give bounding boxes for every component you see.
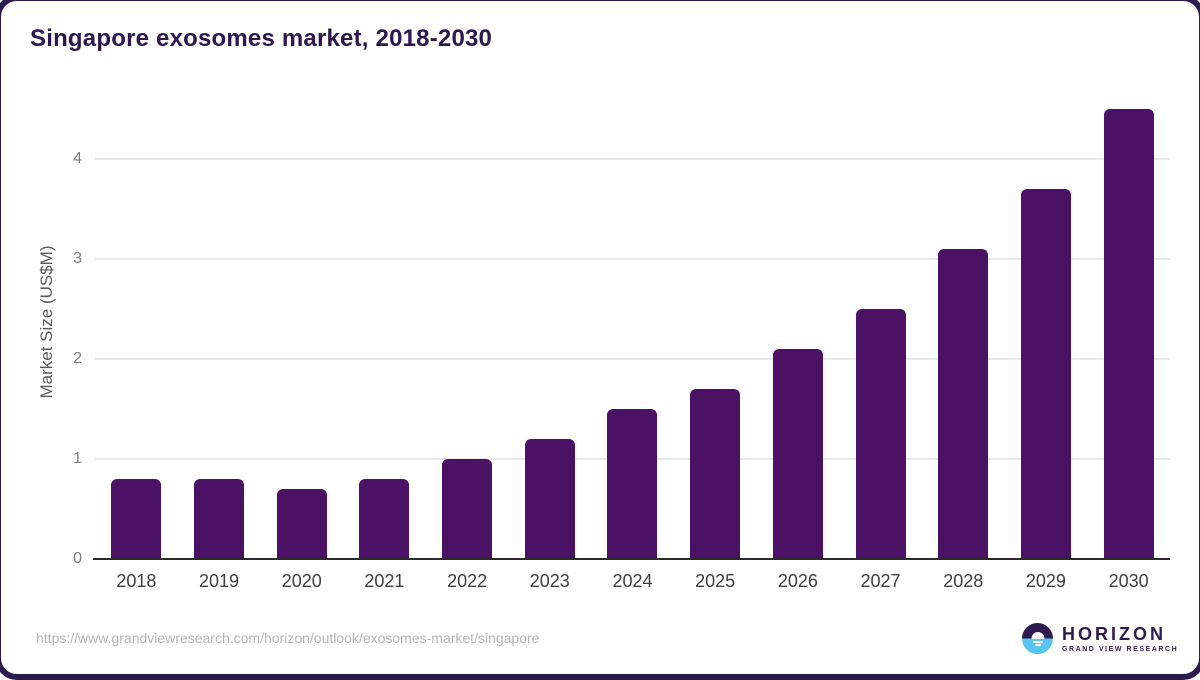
- sun-dome-shape: [1031, 632, 1044, 639]
- x-label-2024: 2024: [612, 571, 653, 591]
- x-label-2025: 2025: [695, 571, 736, 591]
- bar-column-2024: [591, 109, 674, 559]
- bar-2029: [1020, 189, 1071, 559]
- x-label-2026: 2026: [777, 571, 818, 591]
- y-tick-4: 4: [73, 150, 82, 167]
- bar-column-2019: [178, 109, 261, 559]
- bar-column-2023: [508, 109, 591, 559]
- bar-2019: [194, 479, 245, 559]
- x-label-2022: 2022: [447, 571, 488, 591]
- gridline-4: [95, 158, 1170, 160]
- bar-2028: [938, 249, 989, 559]
- source-url: https://www.grandviewresearch.com/horizo…: [36, 630, 540, 646]
- x-axis-line: [93, 558, 1170, 560]
- bar-column-2030: [1087, 109, 1170, 559]
- bar-column-2020: [260, 109, 343, 559]
- bar-column-2018: [95, 109, 178, 559]
- bar-column-2026: [757, 109, 840, 559]
- y-tick-3: 3: [73, 250, 82, 267]
- gridline-3: [95, 258, 1170, 260]
- gridline-2: [95, 358, 1170, 360]
- sun-reflection-line: [1034, 644, 1041, 646]
- bar-column-2022: [426, 109, 509, 559]
- logo-sub-brand: GRAND VIEW RESEARCH: [1062, 645, 1179, 653]
- bar-2023: [524, 439, 575, 559]
- bar-column-2021: [343, 109, 426, 559]
- bar-series: [95, 109, 1170, 559]
- bar-column-2025: [674, 109, 757, 559]
- bar-2030: [1103, 109, 1154, 559]
- x-label-2030: 2030: [1108, 571, 1149, 591]
- horizon-sunset-icon: [1022, 623, 1053, 654]
- bar-2025: [690, 389, 741, 559]
- sun-reflection-line: [1032, 640, 1043, 643]
- bar-2021: [359, 479, 410, 559]
- x-label-2021: 2021: [364, 571, 405, 591]
- x-label-2018: 2018: [116, 571, 157, 591]
- y-tick-0: 0: [73, 550, 82, 567]
- bar-2026: [772, 349, 823, 559]
- logo-text: HORIZON GRAND VIEW RESEARCH: [1062, 625, 1178, 653]
- chart-title: Singapore exosomes market, 2018-2030: [30, 25, 493, 52]
- x-label-2019: 2019: [199, 571, 240, 591]
- x-label-2028: 2028: [943, 571, 984, 591]
- plot-area: [95, 109, 1170, 559]
- logo-brand: HORIZON: [1062, 623, 1166, 644]
- bar-2018: [111, 479, 162, 559]
- y-tick-1: 1: [73, 450, 82, 467]
- bar-column-2029: [1005, 109, 1088, 559]
- bar-2020: [276, 489, 327, 559]
- bar-2024: [607, 409, 658, 559]
- x-label-2027: 2027: [860, 571, 901, 591]
- x-label-2023: 2023: [529, 571, 570, 591]
- x-label-2020: 2020: [281, 571, 322, 591]
- x-label-2029: 2029: [1025, 571, 1066, 591]
- horizon-logo: HORIZON GRAND VIEW RESEARCH: [1022, 623, 1178, 654]
- y-tick-2: 2: [73, 350, 82, 367]
- bar-2027: [855, 309, 906, 559]
- x-axis-labels: 2018 2019 2020 2021 2022 2023 2024 2025 2026 2027…: [95, 571, 1170, 592]
- bar-column-2028: [922, 109, 1005, 559]
- bar-2022: [442, 459, 493, 559]
- bar-column-2027: [839, 109, 922, 559]
